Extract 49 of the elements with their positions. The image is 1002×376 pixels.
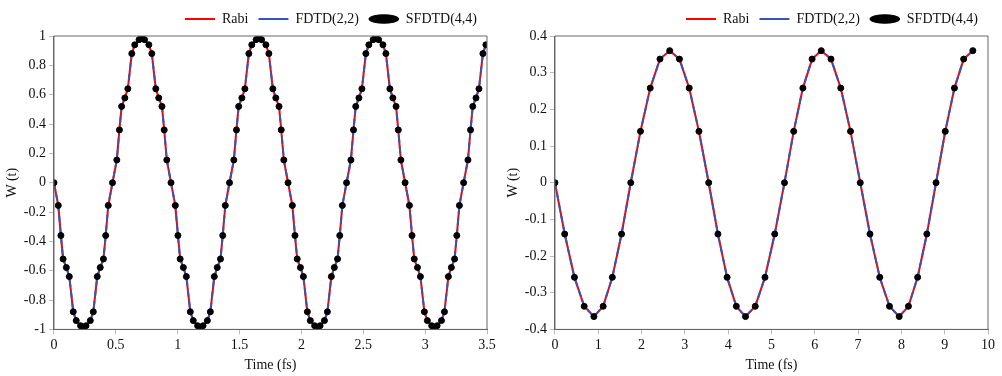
x-tick-label: 8 <box>897 337 905 353</box>
y-tick-label: 0.6 <box>28 86 46 102</box>
x-tick-label: 6 <box>811 337 819 353</box>
legend-label: SFDTD(4,4) <box>906 10 979 27</box>
y-axis-title: W (t) <box>505 167 522 198</box>
y-tick-label: 0 <box>38 174 46 190</box>
y-tick-label: -0.1 <box>524 211 547 227</box>
x-tick-label: 3 <box>681 337 689 353</box>
y-tick-label: -0.3 <box>524 284 547 300</box>
y-tick-label: -1 <box>34 321 46 337</box>
x-tick-label: 10 <box>981 337 995 353</box>
y-tick-label: -0.4 <box>524 321 547 337</box>
x-tick-label: 2.5 <box>354 337 373 353</box>
x-tick-label: 9 <box>941 337 949 353</box>
y-tick-label: -0.2 <box>23 203 46 219</box>
y-tick-label: 0.1 <box>529 137 547 153</box>
y-tick-label: 0.3 <box>529 64 547 80</box>
x-tick-label: 4 <box>724 337 732 353</box>
x-tick-label: 0 <box>50 337 58 353</box>
x-tick-label: 1 <box>174 337 182 353</box>
y-tick-label: 0.2 <box>529 101 547 117</box>
x-tick-label: 7 <box>854 337 862 353</box>
x-tick-label: 2 <box>297 337 305 353</box>
legend-label: SFDTD(4,4) <box>405 10 478 27</box>
x-tick-label: 2 <box>638 337 646 353</box>
y-tick-label: 0.8 <box>28 57 46 73</box>
x-tick-label: 1 <box>594 337 602 353</box>
legend-label: FDTD(2,2) <box>796 10 861 27</box>
x-tick-label: 0 <box>551 337 559 353</box>
x-tick-label: 0.5 <box>107 337 125 353</box>
y-tick-label: 0.4 <box>28 115 46 131</box>
y-tick-label: 0 <box>539 174 547 190</box>
y-tick-label: 0.4 <box>529 27 547 43</box>
y-tick-label: -0.8 <box>23 291 46 307</box>
legend-label: FDTD(2,2) <box>295 10 360 27</box>
x-tick-label: 5 <box>767 337 775 353</box>
y-tick-label: -0.4 <box>23 233 46 249</box>
y-tick-label: 1 <box>38 27 46 43</box>
x-tick-label: 3 <box>421 337 429 353</box>
y-tick-label: -0.6 <box>23 262 46 278</box>
x-tick-label: 1.5 <box>230 337 249 353</box>
y-tick-label: -0.2 <box>524 247 547 263</box>
x-axis-title: Time (fs) <box>244 357 297 374</box>
x-axis-title: Time (fs) <box>745 357 798 374</box>
y-tick-label: 0.2 <box>28 145 46 161</box>
x-tick-label: 3.5 <box>478 337 496 353</box>
legend-label: Rabi <box>723 10 750 26</box>
y-axis-title: W (t) <box>4 167 21 198</box>
legend-label: Rabi <box>222 10 249 26</box>
